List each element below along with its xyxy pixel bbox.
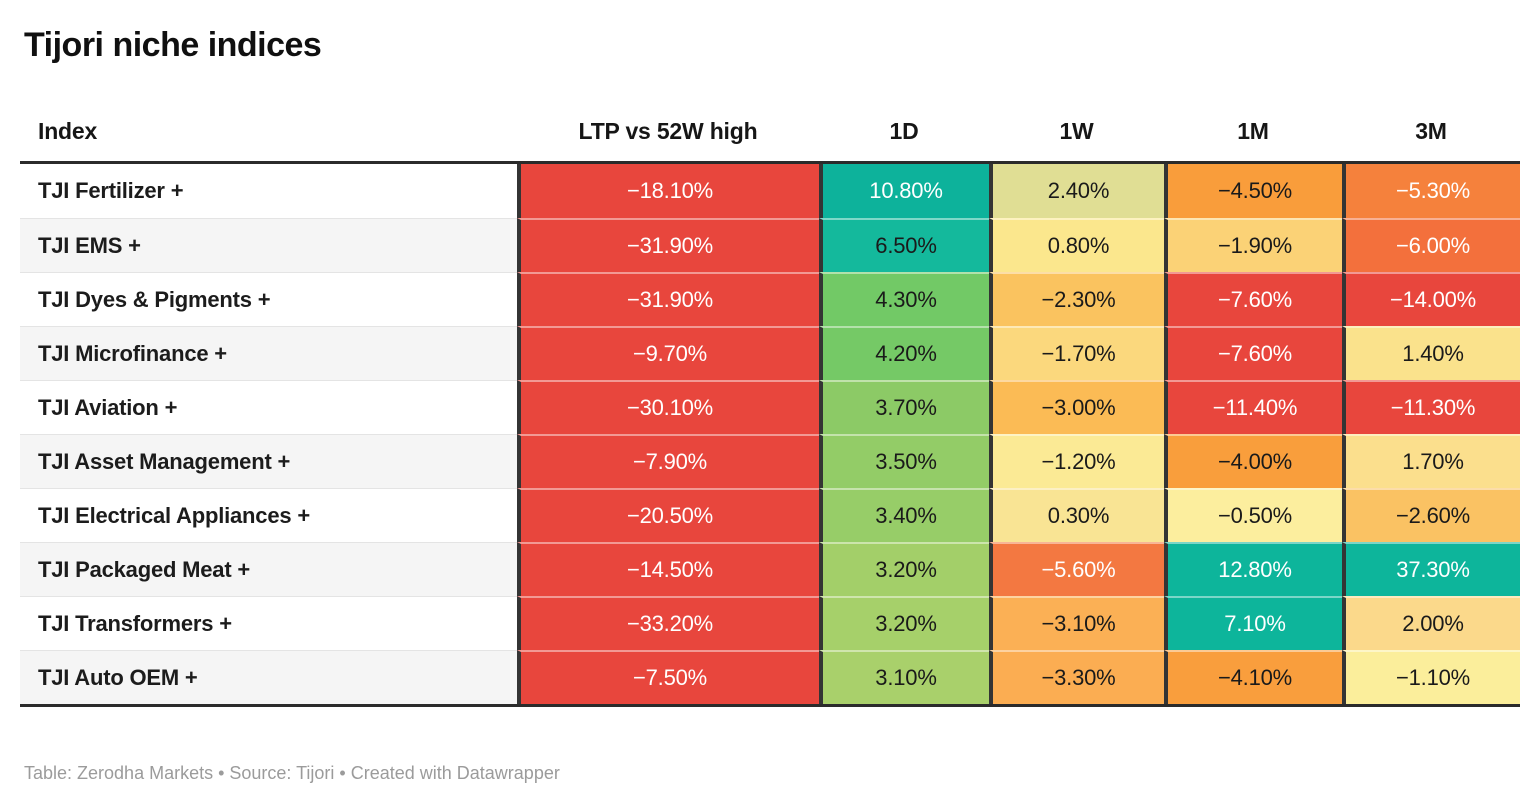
value-cell-1w: 0.80% — [989, 218, 1164, 272]
table-row: TJI Electrical Appliances + −20.50% 3.40… — [20, 488, 1520, 542]
column-header-1w: 1W — [1059, 117, 1094, 144]
value-cell-3m: 37.30% — [1342, 542, 1520, 596]
value-cell-1m: −4.10% — [1164, 650, 1342, 704]
table-row: TJI Auto OEM + −7.50% 3.10% −3.30% −4.10… — [20, 650, 1520, 704]
table-row: TJI Dyes & Pigments + −31.90% 4.30% −2.3… — [20, 272, 1520, 326]
value-cell-ltp-52w-high: −14.50% — [517, 542, 819, 596]
table-row: TJI Aviation + −30.10% 3.70% −3.00% −11.… — [20, 380, 1520, 434]
value-cell-1w: 2.40% — [989, 164, 1164, 218]
value-cell-3m: 1.70% — [1342, 434, 1520, 488]
index-name-cell[interactable]: TJI EMS + — [20, 218, 517, 272]
value-cell-ltp-52w-high: −31.90% — [517, 218, 819, 272]
value-cell-ltp-52w-high: −7.90% — [517, 434, 819, 488]
page-title: Tijori niche indices — [24, 26, 322, 64]
value-cell-3m: −6.00% — [1342, 218, 1520, 272]
column-header-ltp-52w-high: LTP vs 52W high — [578, 117, 758, 144]
table-header-row: Index LTP vs 52W high 1D 1W 1M 3M — [20, 105, 1520, 161]
value-cell-1w: −3.10% — [989, 596, 1164, 650]
value-cell-1m: −4.50% — [1164, 164, 1342, 218]
index-name-cell[interactable]: TJI Asset Management + — [20, 434, 517, 488]
value-cell-1d: 3.40% — [819, 488, 989, 542]
value-cell-1d: 6.50% — [819, 218, 989, 272]
column-header-3m: 3M — [1415, 117, 1447, 144]
table-body: TJI Fertilizer + −18.10% 10.80% 2.40% −4… — [20, 161, 1520, 707]
index-name-cell[interactable]: TJI Transformers + — [20, 596, 517, 650]
table-row: TJI EMS + −31.90% 6.50% 0.80% −1.90% −6.… — [20, 218, 1520, 272]
value-cell-1d: 3.50% — [819, 434, 989, 488]
index-name-cell[interactable]: TJI Microfinance + — [20, 326, 517, 380]
value-cell-3m: −2.60% — [1342, 488, 1520, 542]
value-cell-1w: −3.30% — [989, 650, 1164, 704]
value-cell-3m: −14.00% — [1342, 272, 1520, 326]
table-row: TJI Packaged Meat + −14.50% 3.20% −5.60%… — [20, 542, 1520, 596]
value-cell-1m: 12.80% — [1164, 542, 1342, 596]
value-cell-1w: −1.20% — [989, 434, 1164, 488]
column-header-index: Index — [38, 117, 98, 144]
value-cell-3m: 2.00% — [1342, 596, 1520, 650]
value-cell-1d: 3.20% — [819, 596, 989, 650]
value-cell-1m: −0.50% — [1164, 488, 1342, 542]
value-cell-1m: −11.40% — [1164, 380, 1342, 434]
value-cell-ltp-52w-high: −33.20% — [517, 596, 819, 650]
value-cell-1w: −1.70% — [989, 326, 1164, 380]
index-name-cell[interactable]: TJI Dyes & Pigments + — [20, 272, 517, 326]
value-cell-1m: −1.90% — [1164, 218, 1342, 272]
value-cell-ltp-52w-high: −18.10% — [517, 164, 819, 218]
column-header-1d: 1D — [889, 117, 919, 144]
index-name-cell[interactable]: TJI Fertilizer + — [20, 164, 517, 218]
value-cell-1d: 10.80% — [819, 164, 989, 218]
value-cell-1m: 7.10% — [1164, 596, 1342, 650]
value-cell-ltp-52w-high: −7.50% — [517, 650, 819, 704]
value-cell-1d: 3.10% — [819, 650, 989, 704]
value-cell-1w: −5.60% — [989, 542, 1164, 596]
index-name-cell[interactable]: TJI Aviation + — [20, 380, 517, 434]
value-cell-1m: −7.60% — [1164, 272, 1342, 326]
value-cell-1w: −3.00% — [989, 380, 1164, 434]
value-cell-1d: 3.20% — [819, 542, 989, 596]
value-cell-3m: −11.30% — [1342, 380, 1520, 434]
value-cell-3m: −5.30% — [1342, 164, 1520, 218]
value-cell-1d: 4.30% — [819, 272, 989, 326]
value-cell-1w: −2.30% — [989, 272, 1164, 326]
value-cell-3m: −1.10% — [1342, 650, 1520, 704]
value-cell-ltp-52w-high: −30.10% — [517, 380, 819, 434]
table-row: TJI Fertilizer + −18.10% 10.80% 2.40% −4… — [20, 164, 1520, 218]
value-cell-1m: −4.00% — [1164, 434, 1342, 488]
value-cell-ltp-52w-high: −20.50% — [517, 488, 819, 542]
value-cell-ltp-52w-high: −9.70% — [517, 326, 819, 380]
column-header-1m: 1M — [1237, 117, 1269, 144]
value-cell-3m: 1.40% — [1342, 326, 1520, 380]
index-name-cell[interactable]: TJI Electrical Appliances + — [20, 488, 517, 542]
value-cell-1d: 4.20% — [819, 326, 989, 380]
index-name-cell[interactable]: TJI Packaged Meat + — [20, 542, 517, 596]
table-row: TJI Asset Management + −7.90% 3.50% −1.2… — [20, 434, 1520, 488]
value-cell-1d: 3.70% — [819, 380, 989, 434]
value-cell-1m: −7.60% — [1164, 326, 1342, 380]
footer-attribution: Table: Zerodha Markets • Source: Tijori … — [24, 763, 560, 783]
table-row: TJI Transformers + −33.20% 3.20% −3.10% … — [20, 596, 1520, 650]
table-row: TJI Microfinance + −9.70% 4.20% −1.70% −… — [20, 326, 1520, 380]
index-name-cell[interactable]: TJI Auto OEM + — [20, 650, 517, 704]
value-cell-1w: 0.30% — [989, 488, 1164, 542]
value-cell-ltp-52w-high: −31.90% — [517, 272, 819, 326]
indices-table: Index LTP vs 52W high 1D 1W 1M 3M TJI Fe… — [20, 105, 1520, 707]
